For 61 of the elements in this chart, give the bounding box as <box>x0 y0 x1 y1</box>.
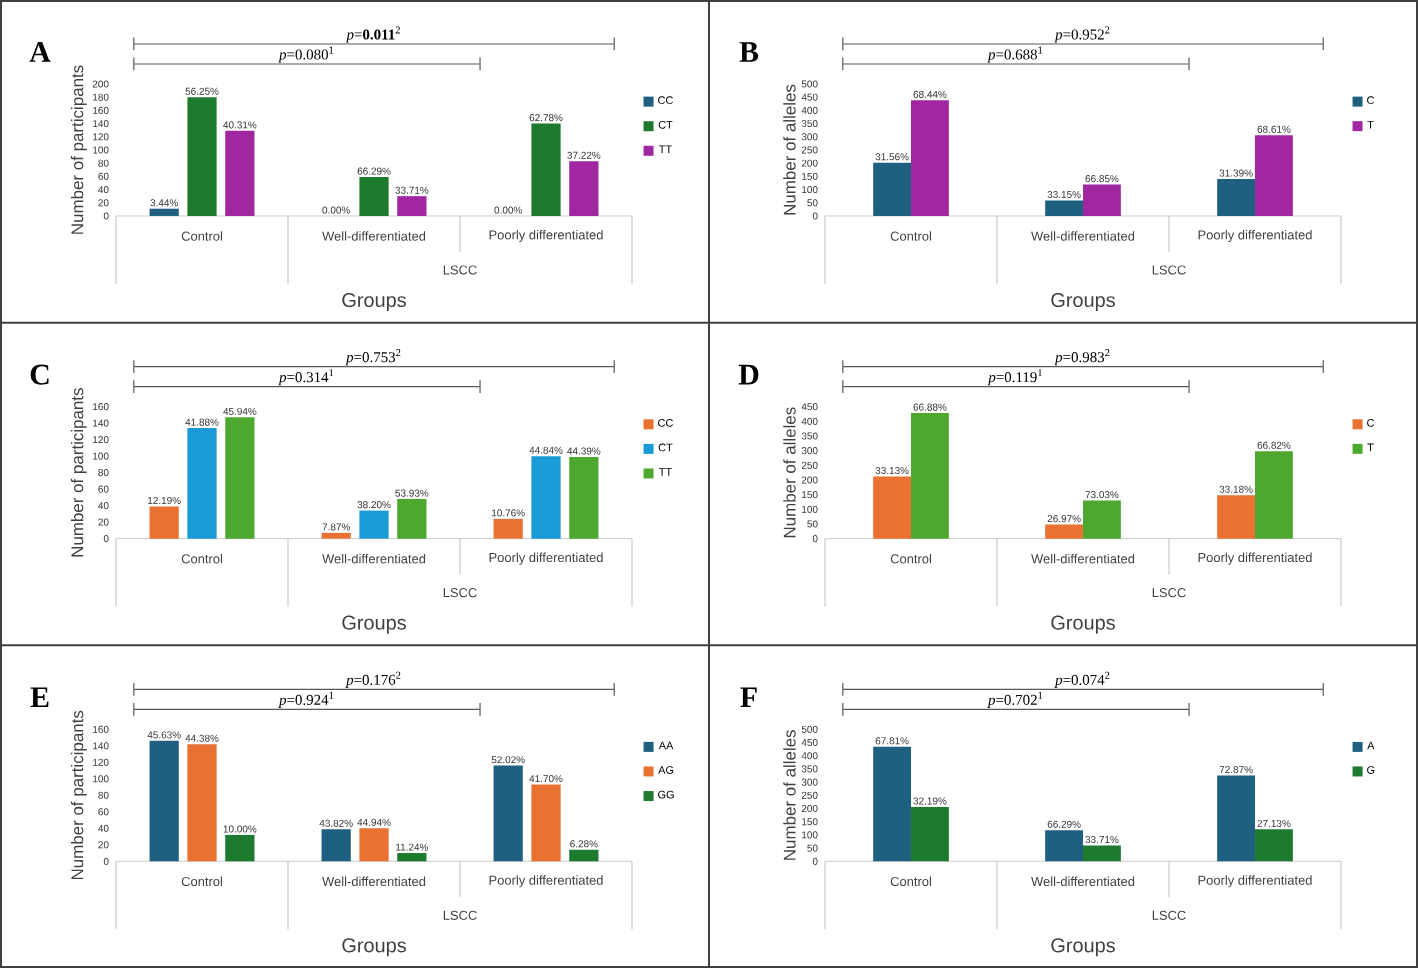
bar <box>1255 829 1293 862</box>
bar <box>1083 184 1121 216</box>
bar <box>359 177 389 216</box>
bar <box>531 784 561 862</box>
y-axis-title: Number of alleles <box>783 84 796 215</box>
bar <box>911 806 949 862</box>
bar <box>569 456 599 539</box>
y-axis-title: Number of participants <box>70 65 87 234</box>
bar <box>873 476 912 539</box>
bar <box>225 417 255 539</box>
bar <box>873 746 912 862</box>
bar <box>225 834 255 862</box>
x-axis-title: Groups <box>1051 938 1115 957</box>
bar <box>321 532 351 539</box>
chart-title: A <box>29 42 51 62</box>
bar <box>149 208 179 216</box>
bar <box>397 853 427 862</box>
bar <box>187 744 217 862</box>
bar <box>1255 135 1293 216</box>
chart-title: D <box>738 364 759 385</box>
bar <box>531 456 561 539</box>
chart-title: B <box>739 42 759 62</box>
bar <box>397 499 427 539</box>
x-axis-title: Groups <box>342 292 406 311</box>
bar <box>1217 495 1256 539</box>
bar <box>873 162 912 216</box>
bar <box>1217 179 1256 216</box>
bar <box>1083 845 1121 862</box>
bar <box>1045 830 1084 862</box>
chart-title: E <box>30 687 49 708</box>
bar <box>493 518 523 539</box>
bar <box>225 130 255 216</box>
bar <box>359 828 389 862</box>
y-axis-title: Number of participants <box>70 710 87 880</box>
bar <box>493 765 523 862</box>
bar <box>187 97 217 216</box>
bar <box>1083 500 1121 539</box>
bar <box>149 506 179 539</box>
bar <box>911 100 949 216</box>
bar <box>149 740 179 862</box>
y-axis-title: Number of alleles <box>783 730 796 860</box>
bar <box>187 428 217 539</box>
x-axis-title: Groups <box>1051 292 1115 311</box>
bar <box>1045 200 1084 216</box>
bar <box>531 123 561 216</box>
chart-title: C <box>30 364 49 385</box>
bar <box>1217 775 1256 862</box>
bar <box>569 161 599 216</box>
bar <box>321 829 351 862</box>
x-axis-title: Groups <box>342 615 406 634</box>
bar <box>1045 524 1084 539</box>
y-axis-title: Number of alleles <box>783 407 796 538</box>
x-axis-title: Groups <box>1051 615 1115 634</box>
chart-title: F <box>740 687 757 708</box>
bar <box>397 196 427 216</box>
bar <box>569 849 599 862</box>
x-axis-title: Groups <box>342 938 406 957</box>
y-axis-title: Number of participants <box>70 388 87 557</box>
bar <box>1255 451 1293 539</box>
bar <box>359 510 389 539</box>
bar <box>911 413 949 539</box>
